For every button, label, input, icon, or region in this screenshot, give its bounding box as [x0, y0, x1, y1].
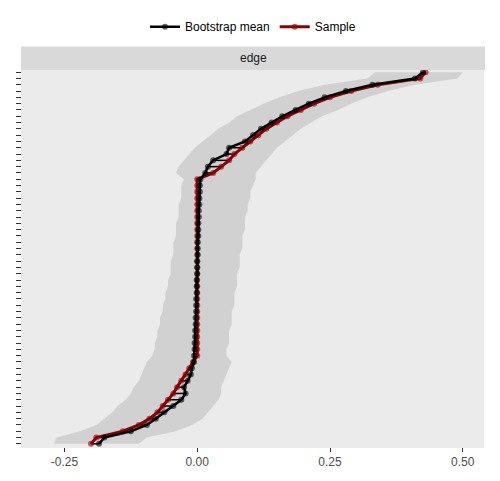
svg-text:0.50: 0.50	[451, 455, 475, 469]
svg-text:0.25: 0.25	[318, 455, 342, 469]
svg-text:0.00: 0.00	[186, 455, 210, 469]
svg-text:-0.25: -0.25	[51, 455, 79, 469]
svg-text:edge: edge	[240, 51, 267, 65]
svg-text:Sample: Sample	[315, 20, 356, 34]
svg-text:Bootstrap mean: Bootstrap mean	[185, 20, 270, 34]
